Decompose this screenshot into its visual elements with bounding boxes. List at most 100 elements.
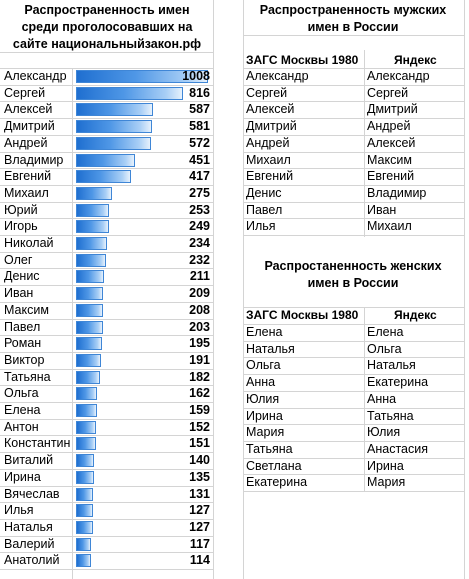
count-bar xyxy=(76,120,152,133)
name-cell: Андрей xyxy=(4,136,48,150)
count-value: 114 xyxy=(189,553,210,567)
count-value: 152 xyxy=(189,420,210,434)
zags-name-cell: Павел xyxy=(246,203,283,217)
count-bar xyxy=(76,287,103,300)
grid-line xyxy=(243,391,464,392)
male-title-line-1: Распространенность мужских xyxy=(259,3,447,17)
grid-line xyxy=(364,307,365,492)
grid-line xyxy=(0,486,213,487)
zags-name-cell: Ольга xyxy=(246,358,281,372)
grid-line xyxy=(243,152,464,153)
grid-line xyxy=(243,341,464,342)
male-col2-header: Яндекс xyxy=(394,53,437,67)
left-title-line-1: Распространенность имен xyxy=(24,3,190,17)
grid-line xyxy=(0,268,213,269)
yandex-name-cell: Мария xyxy=(367,475,406,489)
count-bar xyxy=(76,421,96,434)
name-cell: Сергей xyxy=(4,86,46,100)
count-bar xyxy=(76,220,109,233)
count-bar xyxy=(76,103,153,116)
zags-name-cell: Светлана xyxy=(246,459,302,473)
grid-line xyxy=(243,235,464,236)
count-bar xyxy=(76,270,104,283)
grid-line xyxy=(0,385,213,386)
grid-line xyxy=(0,101,213,102)
name-cell: Виталий xyxy=(4,453,54,467)
name-cell: Денис xyxy=(4,269,40,283)
zags-name-cell: Андрей xyxy=(246,136,290,150)
name-cell: Роман xyxy=(4,336,42,350)
grid-line xyxy=(213,0,214,579)
grid-line xyxy=(243,135,464,136)
count-bar xyxy=(76,337,102,350)
male-title-line-2: имен в России xyxy=(307,20,399,34)
yandex-name-cell: Александр xyxy=(367,69,430,83)
count-value: 159 xyxy=(189,403,210,417)
grid-line xyxy=(0,502,213,503)
count-bar xyxy=(76,237,107,250)
name-cell: Виктор xyxy=(4,353,45,367)
yandex-name-cell: Андрей xyxy=(367,119,411,133)
name-cell: Михаил xyxy=(4,186,49,200)
zags-name-cell: Мария xyxy=(246,425,285,439)
count-bar xyxy=(76,354,101,367)
name-cell: Максим xyxy=(4,303,49,317)
count-bar xyxy=(76,87,183,100)
zags-name-cell: Юлия xyxy=(246,392,280,406)
grid-line xyxy=(0,369,213,370)
grid-line xyxy=(0,352,213,353)
yandex-name-cell: Михаил xyxy=(367,219,412,233)
grid-line xyxy=(0,218,213,219)
count-bar xyxy=(76,321,103,334)
zags-name-cell: Татьяна xyxy=(246,442,293,456)
yandex-name-cell: Ольга xyxy=(367,342,402,356)
yandex-name-cell: Евгений xyxy=(367,169,415,183)
name-cell: Ольга xyxy=(4,386,39,400)
yandex-name-cell: Юлия xyxy=(367,425,401,439)
name-cell: Павел xyxy=(4,320,41,334)
grid-line xyxy=(0,536,213,537)
count-value: 140 xyxy=(189,453,210,467)
yandex-name-cell: Сергей xyxy=(367,86,409,100)
grid-line xyxy=(0,202,213,203)
name-cell: Валерий xyxy=(4,537,55,551)
grid-line xyxy=(243,374,464,375)
count-bar xyxy=(76,154,135,167)
count-bar xyxy=(76,187,112,200)
count-value: 249 xyxy=(189,219,210,233)
name-cell: Юрий xyxy=(4,203,38,217)
name-cell: Наталья xyxy=(4,520,53,534)
grid-line xyxy=(72,68,73,579)
count-value: 232 xyxy=(189,253,210,267)
grid-line xyxy=(243,324,464,325)
count-value: 211 xyxy=(189,269,210,283)
grid-line xyxy=(243,458,464,459)
count-value: 131 xyxy=(189,487,210,501)
grid-line xyxy=(243,424,464,425)
name-cell: Анатолий xyxy=(4,553,60,567)
count-bar xyxy=(76,137,151,150)
grid-line xyxy=(0,569,213,570)
yandex-name-cell: Анастасия xyxy=(367,442,428,456)
grid-line xyxy=(0,118,213,119)
name-cell: Иван xyxy=(4,286,34,300)
count-value: 135 xyxy=(189,470,210,484)
count-bar xyxy=(76,170,131,183)
grid-line xyxy=(0,402,213,403)
grid-line xyxy=(243,85,464,86)
name-cell: Татьяна xyxy=(4,370,51,384)
count-bar xyxy=(76,538,91,551)
grid-line xyxy=(0,419,213,420)
grid-line xyxy=(0,135,213,136)
count-value: 572 xyxy=(189,136,210,150)
yandex-name-cell: Максим xyxy=(367,153,412,167)
grid-line xyxy=(243,202,464,203)
grid-line xyxy=(243,68,464,69)
female-title-line-1: Распростаненность женских xyxy=(264,259,442,273)
yandex-name-cell: Анна xyxy=(367,392,397,406)
grid-line xyxy=(0,452,213,453)
zags-name-cell: Денис xyxy=(246,186,282,200)
count-value: 1008 xyxy=(182,69,210,83)
zags-name-cell: Сергей xyxy=(246,86,288,100)
name-cell: Владимир xyxy=(4,153,64,167)
